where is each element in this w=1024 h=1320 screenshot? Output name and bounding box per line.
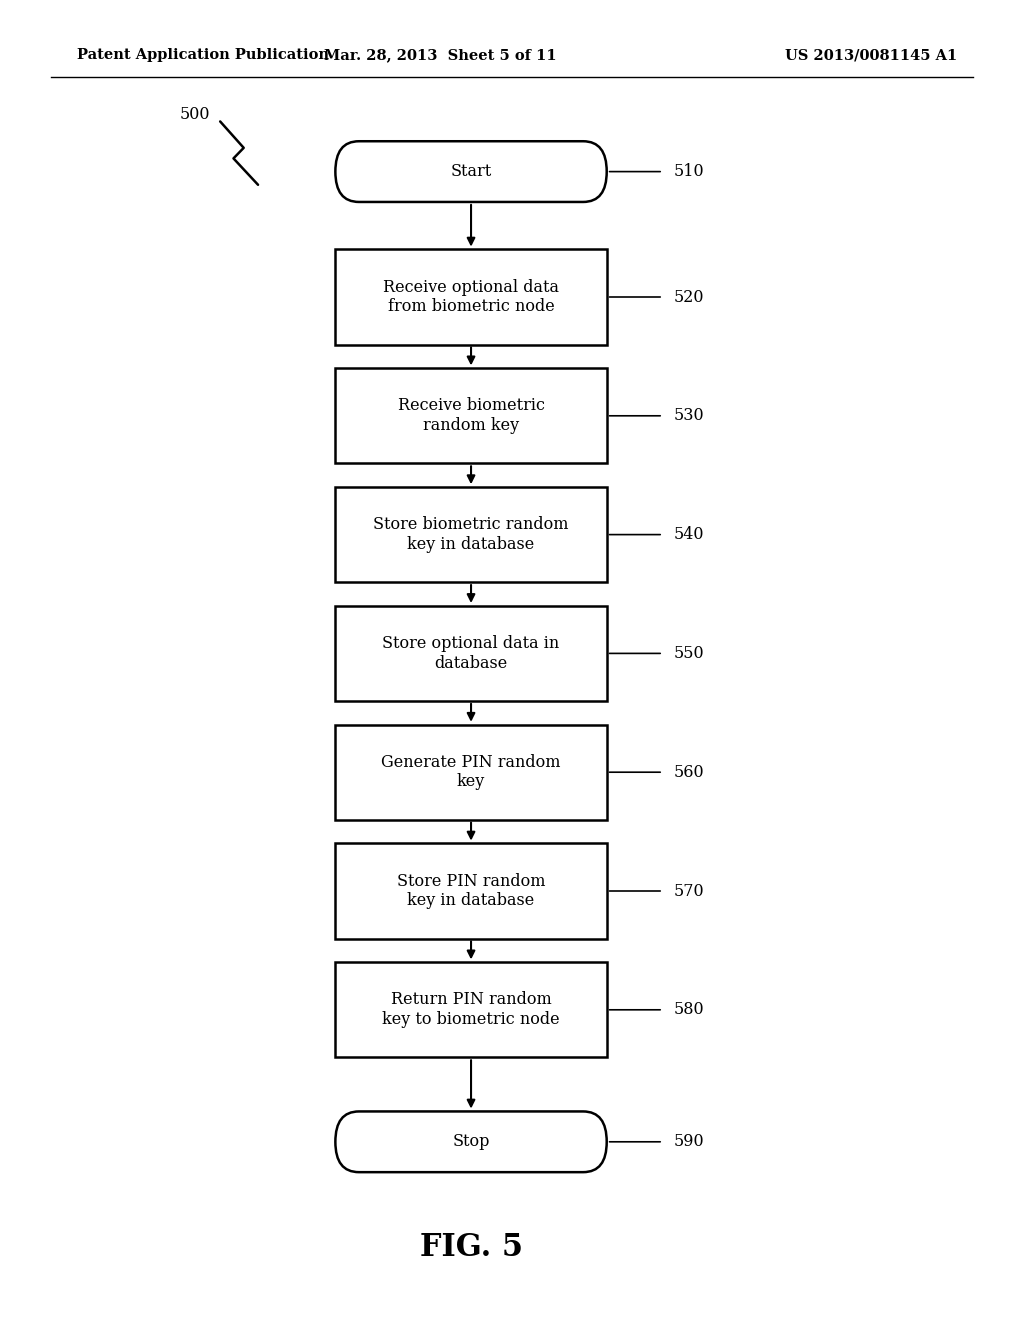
- FancyBboxPatch shape: [336, 962, 606, 1057]
- Text: 590: 590: [674, 1134, 703, 1150]
- FancyBboxPatch shape: [336, 843, 606, 939]
- Text: Stop: Stop: [453, 1134, 489, 1150]
- FancyBboxPatch shape: [336, 725, 606, 820]
- FancyBboxPatch shape: [336, 606, 606, 701]
- Text: Receive biometric
random key: Receive biometric random key: [397, 397, 545, 434]
- Text: FIG. 5: FIG. 5: [420, 1232, 522, 1263]
- Text: Receive optional data
from biometric node: Receive optional data from biometric nod…: [383, 279, 559, 315]
- FancyBboxPatch shape: [336, 141, 606, 202]
- Text: 550: 550: [674, 645, 703, 661]
- Text: Mar. 28, 2013  Sheet 5 of 11: Mar. 28, 2013 Sheet 5 of 11: [324, 49, 557, 62]
- Text: 510: 510: [674, 164, 703, 180]
- Text: 540: 540: [674, 527, 703, 543]
- Text: 530: 530: [674, 408, 703, 424]
- Text: 560: 560: [674, 764, 703, 780]
- Text: 570: 570: [674, 883, 703, 899]
- FancyBboxPatch shape: [336, 368, 606, 463]
- Text: 580: 580: [674, 1002, 703, 1018]
- Text: Return PIN random
key to biometric node: Return PIN random key to biometric node: [382, 991, 560, 1028]
- Text: Patent Application Publication: Patent Application Publication: [77, 49, 329, 62]
- FancyBboxPatch shape: [336, 249, 606, 345]
- FancyBboxPatch shape: [336, 487, 606, 582]
- Text: Store PIN random
key in database: Store PIN random key in database: [396, 873, 546, 909]
- Text: Generate PIN random
key: Generate PIN random key: [381, 754, 561, 791]
- Text: US 2013/0081145 A1: US 2013/0081145 A1: [785, 49, 957, 62]
- FancyBboxPatch shape: [336, 1111, 606, 1172]
- Text: Store biometric random
key in database: Store biometric random key in database: [374, 516, 568, 553]
- Text: Start: Start: [451, 164, 492, 180]
- Text: Store optional data in
database: Store optional data in database: [382, 635, 560, 672]
- Text: 520: 520: [674, 289, 703, 305]
- Text: 500: 500: [179, 107, 210, 123]
